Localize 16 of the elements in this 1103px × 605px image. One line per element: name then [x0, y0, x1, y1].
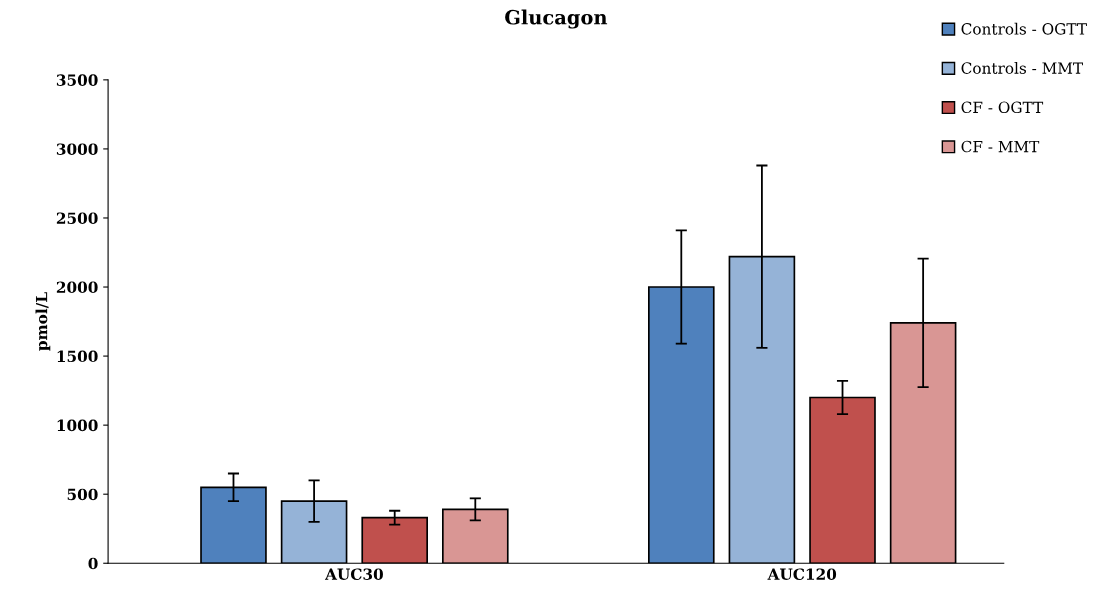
legend-label: Controls - OGTT [961, 22, 1087, 35]
y-tick-label: 1500 [57, 350, 98, 363]
y-axis-title: pmol/L [35, 292, 51, 351]
y-tick-label: 3000 [56, 143, 98, 155]
legend-label: CF - OGTT [961, 101, 1044, 114]
y-tick-label: 1000 [57, 419, 98, 432]
legend-label: CF - MMT [961, 140, 1040, 153]
x-tick-label: AUC120 [767, 568, 837, 580]
legend-label: Controls - MMT [961, 62, 1083, 74]
y-tick-label: 2500 [56, 212, 98, 224]
x-tick-label: AUC30 [324, 568, 383, 580]
chart-title: Glucagon [505, 9, 608, 29]
y-tick-label: 0 [88, 557, 98, 570]
y-tick-label: 2000 [56, 281, 98, 294]
y-tick-label: 3500 [56, 74, 98, 86]
y-tick-label: 500 [67, 488, 98, 501]
